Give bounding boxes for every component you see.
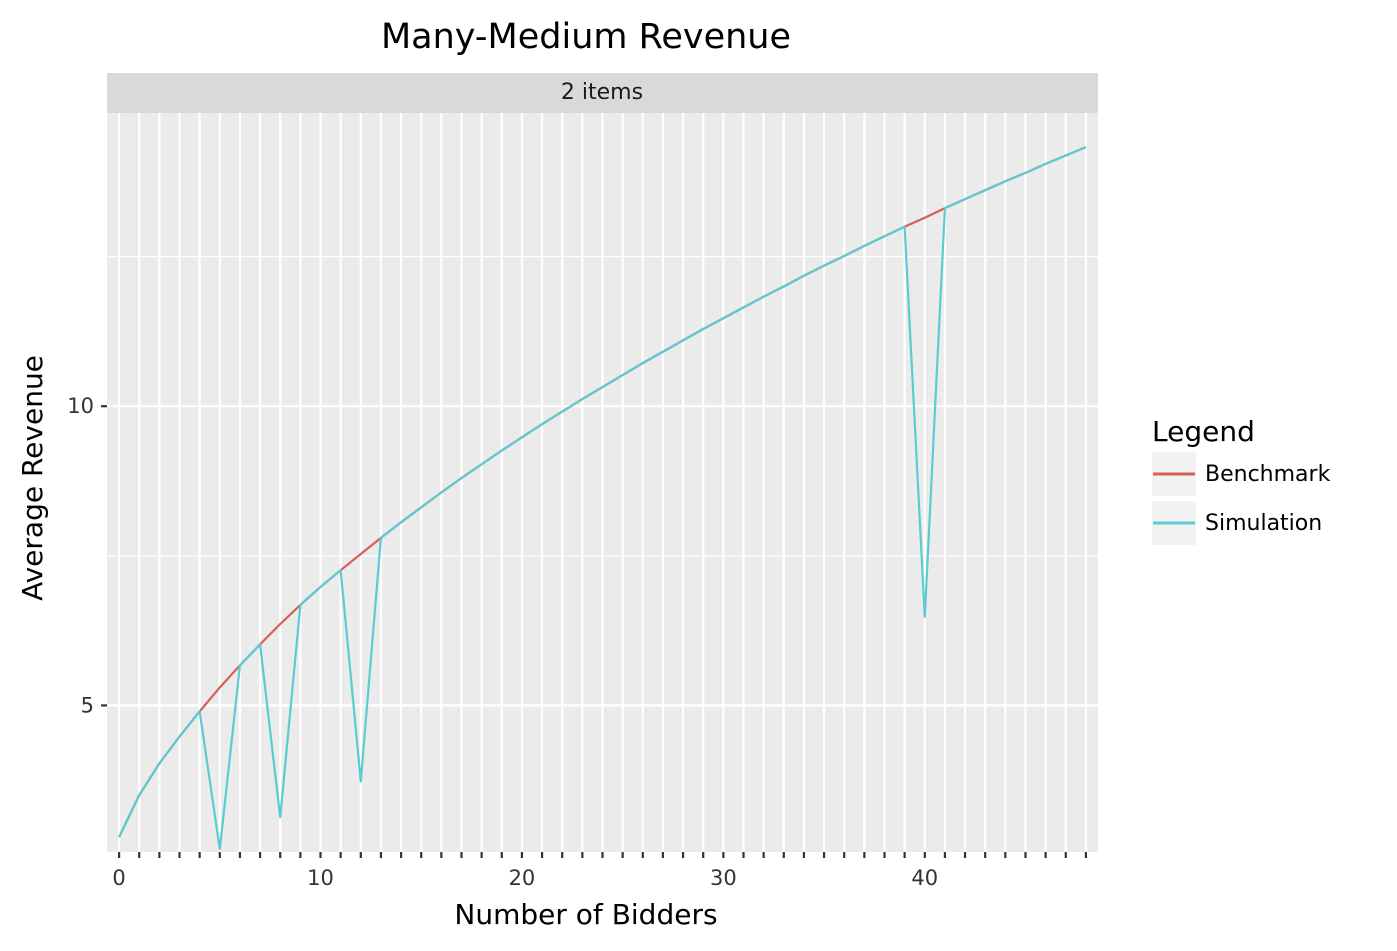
series-line-simulation <box>118 146 1087 851</box>
axes: 0 10 20 30 40 5 10 <box>67 394 1088 890</box>
y-axis-title: Average Revenue <box>16 355 49 601</box>
y-tick-label: 10 <box>67 394 94 418</box>
facet-strip <box>107 73 1098 113</box>
chart-title: Many-Medium Revenue <box>381 17 791 57</box>
x-axis-title: Number of Bidders <box>454 898 717 931</box>
x-tick-label: 10 <box>307 866 334 890</box>
legend-label-benchmark: Benchmark <box>1205 462 1331 487</box>
grid-lines <box>107 113 1098 852</box>
x-tick-label: 20 <box>509 866 536 890</box>
series-lines <box>118 146 1087 851</box>
y-tick-label: 5 <box>81 693 94 717</box>
legend-title: Legend <box>1152 415 1255 448</box>
x-tick-label: 30 <box>710 866 737 890</box>
legend-label-simulation: Simulation <box>1205 511 1322 536</box>
x-tick-label: 0 <box>112 866 125 890</box>
x-tick-label: 40 <box>911 866 938 890</box>
legend: Legend Benchmark Simulation <box>1152 415 1331 545</box>
facet-label: 2 items <box>561 80 643 105</box>
